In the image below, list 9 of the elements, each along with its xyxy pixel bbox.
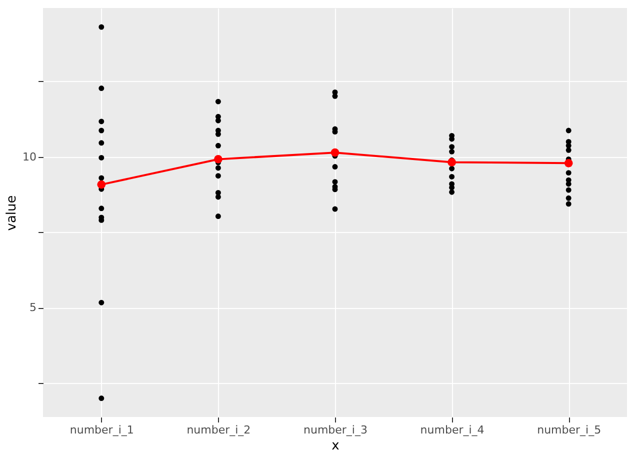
y-tick-label: 5 — [30, 301, 36, 314]
x-tick-label: number_i_1 — [70, 424, 134, 436]
x-axis-title: x — [332, 438, 340, 454]
y-tick-label: 10 — [22, 150, 36, 164]
x-tick-label: number_i_2 — [186, 424, 251, 436]
y-axis-title: value — [4, 195, 20, 231]
x-tick-label: number_i_3 — [304, 424, 368, 436]
x-tick-label: number_i_5 — [537, 424, 602, 436]
x-tick-label: number_i_4 — [420, 424, 484, 436]
